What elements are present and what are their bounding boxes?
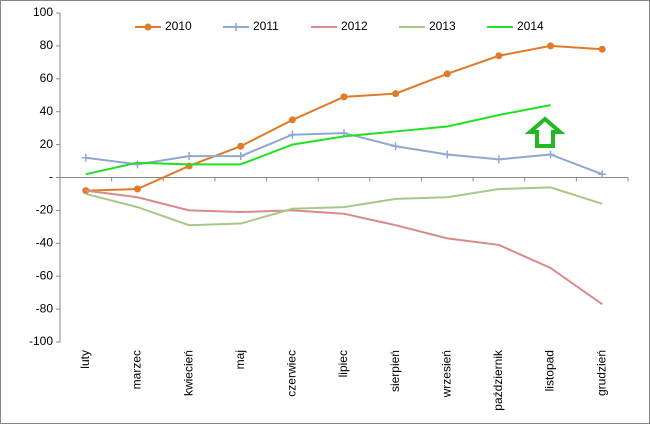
x-tick-label: grudzień <box>594 350 608 396</box>
x-tick-label: wrzesień <box>439 350 453 398</box>
point <box>288 116 296 124</box>
x-tick-label: kwiecień <box>181 350 195 396</box>
x-tick-label: listopad <box>543 350 557 391</box>
y-tick-label: -60 <box>36 268 54 282</box>
x-tick-label: luty <box>78 350 92 369</box>
y-tick-label: -80 <box>36 301 54 315</box>
x-tick-label: maj <box>233 350 247 369</box>
x-tick-label: lipiec <box>336 350 350 377</box>
line-series <box>85 186 603 227</box>
point <box>236 152 245 161</box>
y-tick-label: 80 <box>40 38 54 52</box>
point <box>81 153 90 162</box>
y-tick-label: 100 <box>33 5 53 19</box>
legend-label: 2010 <box>165 19 192 33</box>
point <box>392 90 400 98</box>
point <box>133 160 142 169</box>
point <box>288 130 297 139</box>
x-tick-label: sierpień <box>388 350 402 392</box>
y-tick-label: -100 <box>29 334 53 348</box>
point <box>391 142 400 151</box>
arrow-icon <box>524 116 566 148</box>
point <box>495 52 503 60</box>
legend-marker <box>232 23 240 31</box>
y-tick-label: 60 <box>40 71 54 85</box>
x-tick-label: październik <box>491 349 505 411</box>
point <box>340 93 348 101</box>
legend-marker <box>144 23 152 31</box>
point <box>185 152 194 161</box>
y-tick-label: 20 <box>40 137 54 151</box>
point <box>443 70 451 78</box>
line-series <box>85 189 603 305</box>
point <box>237 142 245 150</box>
x-tick-label: czerwiec <box>285 350 299 397</box>
x-tick-label: marzec <box>130 350 144 389</box>
legend-label: 2012 <box>341 19 368 33</box>
point <box>443 150 452 159</box>
legend-label: 2013 <box>429 19 456 33</box>
point <box>494 155 503 164</box>
point <box>133 185 141 193</box>
legend-label: 2011 <box>253 19 279 33</box>
y-tick-label: -40 <box>36 235 54 249</box>
line-series <box>85 104 551 176</box>
y-tick-label: -20 <box>36 203 54 217</box>
point <box>546 150 555 159</box>
y-tick-label: - <box>49 170 53 184</box>
point <box>598 45 606 53</box>
legend-label: 2014 <box>517 19 544 33</box>
point <box>598 170 607 179</box>
y-tick-label: 40 <box>40 104 54 118</box>
point <box>547 42 555 50</box>
